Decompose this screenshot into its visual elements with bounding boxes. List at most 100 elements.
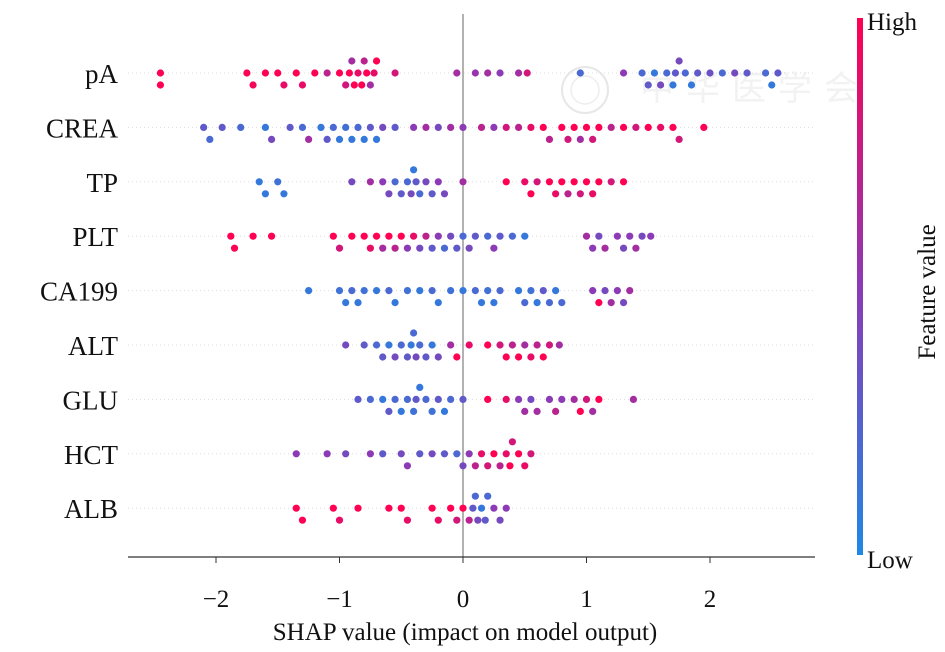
data-point-ca199 xyxy=(527,287,535,295)
data-point-ca199 xyxy=(521,299,529,307)
data-point-ca199 xyxy=(613,287,621,295)
data-point-pa xyxy=(496,69,504,77)
data-point-alb xyxy=(385,504,393,512)
data-point-crea xyxy=(372,135,381,143)
data-point-plt xyxy=(397,232,405,240)
data-point-alt xyxy=(397,341,405,349)
data-point-glu xyxy=(582,395,591,403)
data-point-ca199 xyxy=(428,287,436,295)
data-point-pa xyxy=(350,81,358,89)
data-point-hct xyxy=(416,450,424,458)
data-point-ca199 xyxy=(619,299,628,307)
data-point-glu xyxy=(545,395,554,403)
data-point-alt xyxy=(379,353,387,361)
data-point-pa xyxy=(650,69,659,77)
data-point-tp xyxy=(379,178,387,186)
data-point-pa xyxy=(576,69,584,77)
data-point-pa xyxy=(311,69,319,77)
data-point-alb xyxy=(428,504,436,512)
data-point-hct xyxy=(440,450,449,458)
data-point-tp xyxy=(261,190,269,198)
data-point-plt xyxy=(227,232,235,240)
data-point-crea xyxy=(589,135,597,143)
data-point-crea xyxy=(237,123,245,131)
data-point-ca199 xyxy=(385,287,393,295)
data-point-alt xyxy=(342,341,350,349)
data-point-alb xyxy=(471,492,479,500)
data-point-crea xyxy=(669,123,677,131)
data-point-pa xyxy=(323,69,331,77)
data-point-plt xyxy=(465,244,473,252)
data-point-crea xyxy=(558,123,566,131)
data-point-hct xyxy=(403,462,412,470)
data-point-alb xyxy=(474,516,482,524)
data-point-pa xyxy=(345,69,353,77)
data-point-alb xyxy=(459,504,467,512)
data-point-plt xyxy=(428,244,436,252)
data-point-pa xyxy=(366,81,374,89)
data-point-alt xyxy=(514,353,523,361)
data-point-hct xyxy=(366,450,374,458)
data-point-alt xyxy=(545,341,554,349)
colorbar xyxy=(857,18,863,555)
data-point-plt xyxy=(422,232,430,240)
data-point-tp xyxy=(527,190,535,198)
data-point-glu xyxy=(354,395,362,403)
data-point-tp xyxy=(533,178,541,186)
data-point-pa xyxy=(298,81,307,89)
data-point-pa xyxy=(514,69,523,77)
data-point-ca199 xyxy=(539,287,547,295)
data-point-tp xyxy=(570,178,578,186)
data-point-pa xyxy=(768,81,776,89)
data-point-alt xyxy=(403,353,412,361)
data-point-crea xyxy=(379,123,387,131)
data-point-glu xyxy=(484,395,492,403)
data-point-glu xyxy=(552,407,560,415)
data-point-pa xyxy=(657,81,665,89)
feature-label-glu: GLU xyxy=(63,385,119,415)
data-point-plt xyxy=(230,244,239,252)
data-point-pa xyxy=(761,69,770,77)
data-point-alb xyxy=(434,516,442,524)
data-point-crea xyxy=(477,123,486,131)
data-point-ca199 xyxy=(372,287,381,295)
data-point-glu xyxy=(434,395,442,403)
data-point-alt xyxy=(453,353,461,361)
data-point-ca199 xyxy=(558,299,566,307)
data-point-alb xyxy=(292,504,300,512)
data-point-pa xyxy=(743,69,751,77)
data-point-ca199 xyxy=(477,299,486,307)
data-point-alt xyxy=(527,353,535,361)
colorbar-title: Feature value xyxy=(914,224,941,359)
data-point-alt xyxy=(407,341,415,349)
data-point-glu xyxy=(416,383,424,391)
data-point-ca199 xyxy=(360,287,368,295)
data-point-glu xyxy=(391,395,399,403)
data-point-crea xyxy=(607,123,615,131)
data-point-crea xyxy=(459,123,467,131)
data-point-pa xyxy=(280,81,288,89)
data-point-plt xyxy=(496,232,504,240)
data-point-pa xyxy=(243,69,251,77)
data-point-crea xyxy=(619,123,628,131)
data-point-tp xyxy=(459,178,467,186)
data-point-pa xyxy=(292,69,300,77)
data-point-plt xyxy=(360,232,368,240)
data-point-crea xyxy=(514,123,523,131)
data-point-glu xyxy=(410,407,418,415)
data-point-tp xyxy=(412,178,420,186)
data-point-glu xyxy=(422,395,430,403)
data-point-ca199 xyxy=(595,299,603,307)
data-point-plt xyxy=(348,232,356,240)
data-point-crea xyxy=(360,135,368,143)
data-point-crea xyxy=(564,135,572,143)
data-point-glu xyxy=(385,407,393,415)
data-point-plt xyxy=(601,244,609,252)
data-point-crea xyxy=(342,123,350,131)
data-point-alb xyxy=(496,516,504,524)
feature-label-pa: pA xyxy=(85,59,119,89)
data-point-ca199 xyxy=(342,299,350,307)
data-point-tp xyxy=(434,178,442,186)
data-point-pa xyxy=(261,69,269,77)
data-point-tp xyxy=(255,178,263,186)
